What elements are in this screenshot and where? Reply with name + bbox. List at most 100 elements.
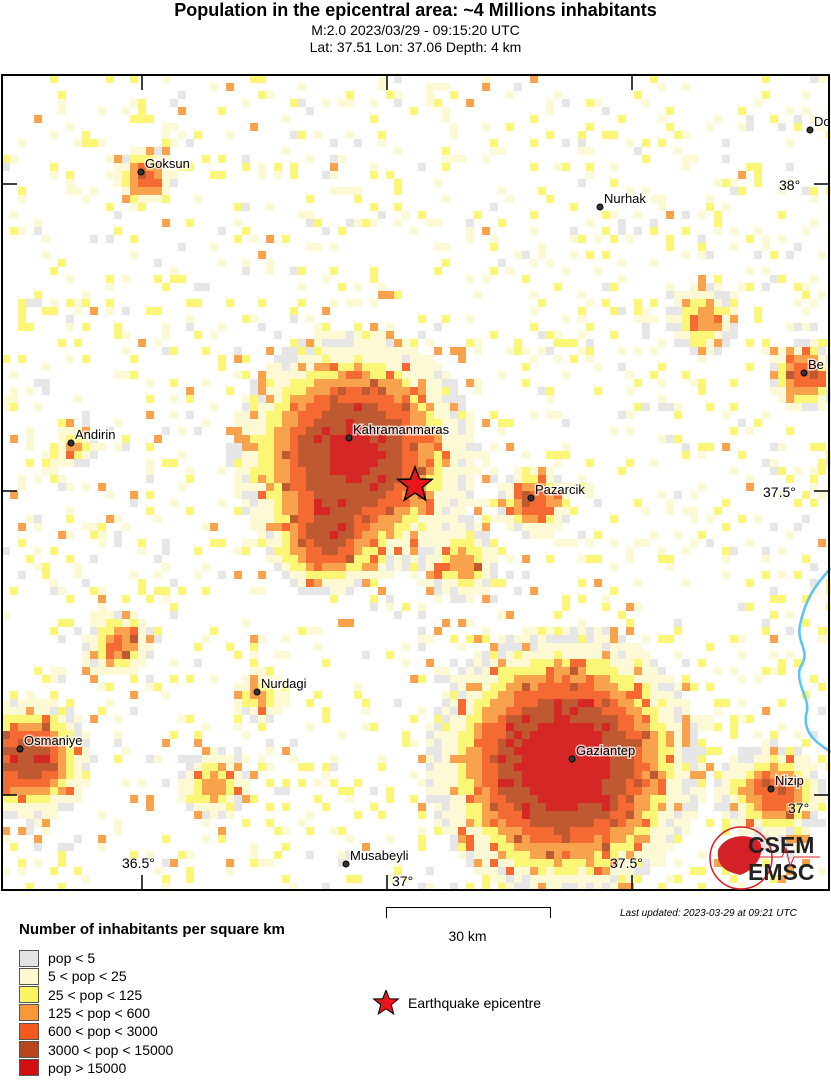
population-cell <box>442 499 450 507</box>
population-cell <box>458 779 466 787</box>
population-cell <box>394 435 402 443</box>
population-cell <box>354 371 362 379</box>
population-cell <box>466 547 474 555</box>
population-cell <box>282 499 290 507</box>
population-cell <box>354 579 362 587</box>
population-cell <box>194 195 202 203</box>
population-cell <box>482 691 490 699</box>
population-cell <box>490 571 498 579</box>
population-cell <box>282 475 290 483</box>
population-cell <box>122 651 130 659</box>
population-cell <box>578 763 586 771</box>
population-cell <box>578 651 586 659</box>
population-cell <box>250 411 258 419</box>
population-cell <box>626 763 634 771</box>
population-cell <box>666 875 674 883</box>
population-cell <box>66 427 74 435</box>
population-cell <box>74 451 82 459</box>
population-cell <box>466 675 474 683</box>
population-cell <box>418 643 426 651</box>
population-cell <box>370 171 378 179</box>
population-cell <box>506 347 514 355</box>
population-cell <box>386 507 394 515</box>
population-cell <box>106 699 114 707</box>
population-cell <box>530 827 538 835</box>
population-cell <box>306 523 314 531</box>
population-cell <box>586 867 594 875</box>
population-cell <box>394 379 402 387</box>
population-cell <box>18 763 26 771</box>
population-cell <box>546 707 554 715</box>
population-cell <box>698 331 706 339</box>
population-cell <box>458 595 466 603</box>
population-cell <box>282 371 290 379</box>
population-cell <box>266 699 274 707</box>
population-cell <box>274 355 282 363</box>
population-cell <box>354 523 362 531</box>
population-cell <box>330 355 338 363</box>
population-cell <box>538 691 546 699</box>
population-cell <box>386 339 394 347</box>
population-cell <box>522 627 530 635</box>
population-cell <box>578 867 586 875</box>
population-cell <box>450 771 458 779</box>
population-cell <box>522 779 530 787</box>
population-cell <box>466 555 474 563</box>
population-cell <box>562 659 570 667</box>
population-cell <box>330 155 338 163</box>
population-cell <box>418 163 426 171</box>
population-cell <box>2 779 10 787</box>
legend-item: pop > 15000 <box>19 1059 126 1077</box>
population-cell <box>682 131 690 139</box>
population-cell <box>498 835 506 843</box>
population-cell <box>642 827 650 835</box>
population-cell <box>522 731 530 739</box>
population-cell <box>50 795 58 803</box>
population-cell <box>258 723 266 731</box>
population-cell <box>154 683 162 691</box>
population-cell <box>242 499 250 507</box>
population-cell <box>346 459 354 467</box>
population-cell <box>466 99 474 107</box>
population-cell <box>794 379 802 387</box>
population-cell <box>170 659 178 667</box>
population-cell <box>122 635 130 643</box>
population-cell <box>474 347 482 355</box>
population-cell <box>370 483 378 491</box>
population-cell <box>778 875 786 883</box>
population-cell <box>402 427 410 435</box>
population-cell <box>386 499 394 507</box>
population-cell <box>266 499 274 507</box>
population-cell <box>538 771 546 779</box>
population-cell <box>658 379 666 387</box>
population-cell <box>458 499 466 507</box>
population-cell <box>10 811 18 819</box>
population-cell <box>162 883 170 891</box>
population-cell <box>434 219 442 227</box>
population-cell <box>778 827 786 835</box>
population-cell <box>114 611 122 619</box>
population-cell <box>258 163 266 171</box>
population-cell <box>26 883 34 891</box>
population-cell <box>482 475 490 483</box>
population-cell <box>434 571 442 579</box>
population-cell <box>634 867 642 875</box>
population-cell <box>602 731 610 739</box>
population-cell <box>354 323 362 331</box>
population-cell <box>802 771 810 779</box>
population-cell <box>498 771 506 779</box>
population-cell <box>554 667 562 675</box>
population-cell <box>266 267 274 275</box>
population-cell <box>666 723 674 731</box>
population-cell <box>498 651 506 659</box>
population-cell <box>778 771 786 779</box>
population-cell <box>514 715 522 723</box>
population-cell <box>346 299 354 307</box>
population-cell <box>138 547 146 555</box>
population-cell <box>698 283 706 291</box>
population-cell <box>346 499 354 507</box>
population-cell <box>674 715 682 723</box>
population-cell <box>298 539 306 547</box>
population-cell <box>418 411 426 419</box>
population-cell <box>386 435 394 443</box>
